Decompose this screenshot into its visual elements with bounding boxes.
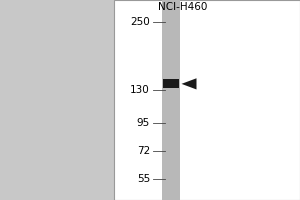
Bar [114,0,300,200]
Text: NCI-H460: NCI-H460 [158,2,208,12]
Polygon shape [182,78,196,89]
Text: 130: 130 [130,85,150,95]
Bar [163,79,179,88]
Bar [162,0,180,200]
Text: 250: 250 [130,17,150,27]
Text: 72: 72 [137,146,150,156]
Text: 95: 95 [137,118,150,128]
Text: 55: 55 [137,174,150,184]
